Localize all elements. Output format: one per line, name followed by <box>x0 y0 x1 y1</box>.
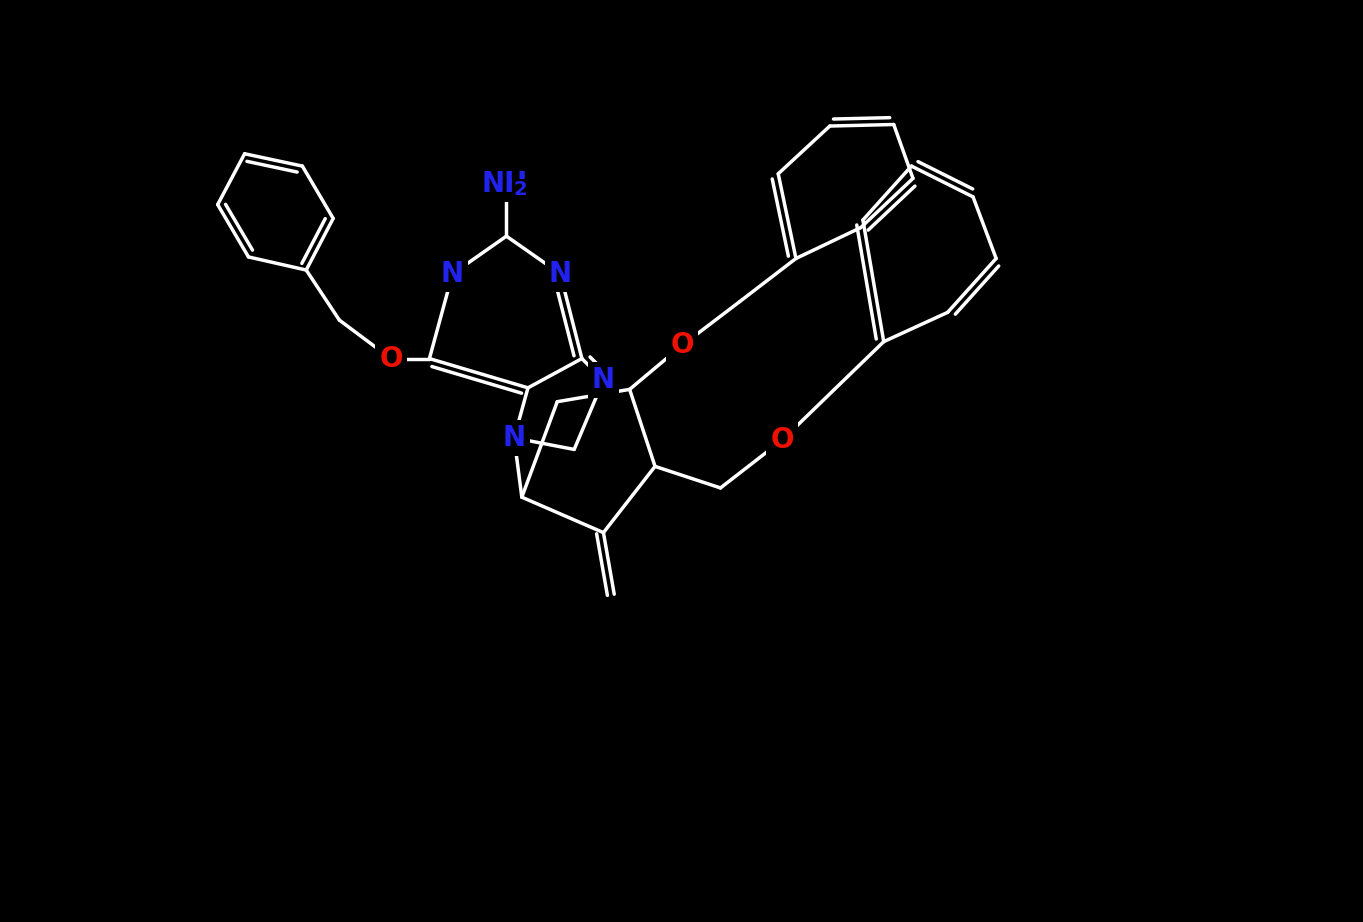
Text: N: N <box>442 260 463 288</box>
Text: O: O <box>770 426 793 455</box>
Text: N: N <box>549 260 572 288</box>
Text: O: O <box>671 332 694 360</box>
Text: O: O <box>379 345 402 372</box>
Text: N: N <box>503 424 526 452</box>
Text: NH: NH <box>481 170 527 198</box>
Text: N: N <box>592 366 615 394</box>
Text: 2: 2 <box>514 180 527 198</box>
